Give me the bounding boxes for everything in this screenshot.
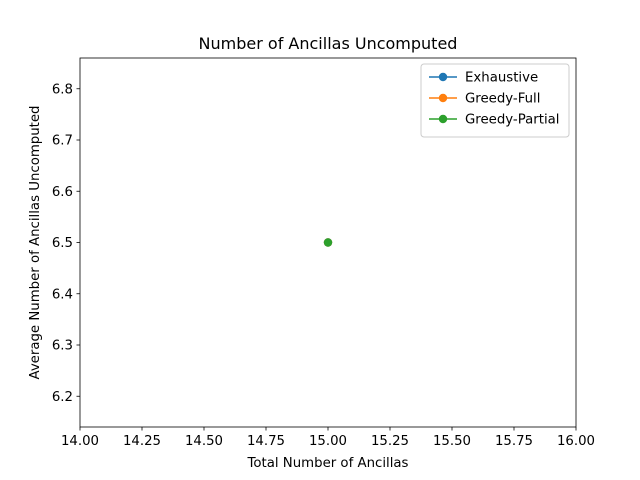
x-tick-label: 14.75 xyxy=(247,434,285,449)
y-axis-title: Average Number of Ancillas Uncomputed xyxy=(28,106,43,380)
legend-label: Greedy-Full xyxy=(465,92,540,107)
legend-entry: Greedy-Partial xyxy=(429,113,560,128)
legend-box xyxy=(420,63,570,138)
y-axis-ticks: 6.2 6.3 6.4 6.5 6.6 6.7 6.8 xyxy=(52,82,80,405)
legend-marker xyxy=(438,72,448,82)
x-tick-label: 14.50 xyxy=(185,434,223,449)
y-tick-label: 6.7 xyxy=(52,134,73,149)
legend-entry: Greedy-Full xyxy=(429,92,540,107)
x-tick-label: 16.00 xyxy=(557,434,595,449)
y-tick-label: 6.3 xyxy=(52,339,73,354)
data-point xyxy=(323,238,333,247)
x-tick-label: 15.75 xyxy=(495,434,533,449)
series-greedy-partial xyxy=(323,238,333,247)
y-tick-label: 6.5 xyxy=(52,236,73,251)
legend-label: Greedy-Partial xyxy=(465,113,560,128)
legend-items: Exhaustive Greedy-Full Greedy-Partial xyxy=(429,71,560,128)
x-tick-label: 15.50 xyxy=(433,434,471,449)
legend-label: Exhaustive xyxy=(465,71,538,86)
x-tick-label: 14.00 xyxy=(61,434,99,449)
legend-marker xyxy=(438,114,448,124)
x-axis-title: Total Number of Ancillas xyxy=(247,456,409,471)
y-tick-label: 6.2 xyxy=(52,390,73,405)
x-tick-label: 15.25 xyxy=(371,434,409,449)
x-tick-label: 15.00 xyxy=(309,434,347,449)
legend-marker xyxy=(438,93,448,103)
x-axis-ticks: 14.00 14.25 14.50 14.75 15.00 15.25 15.50 15.75… xyxy=(61,427,595,449)
y-tick-label: 6.4 xyxy=(52,287,73,302)
x-tick-label: 14.25 xyxy=(123,434,161,449)
y-tick-label: 6.6 xyxy=(52,185,73,200)
series-layer xyxy=(323,238,333,247)
y-tick-label: 6.8 xyxy=(52,82,73,97)
chart-title: Number of Ancillas Uncomputed xyxy=(199,34,458,53)
legend-entry: Exhaustive xyxy=(429,71,538,86)
legend: Exhaustive Greedy-Full Greedy-Partial xyxy=(420,63,570,138)
